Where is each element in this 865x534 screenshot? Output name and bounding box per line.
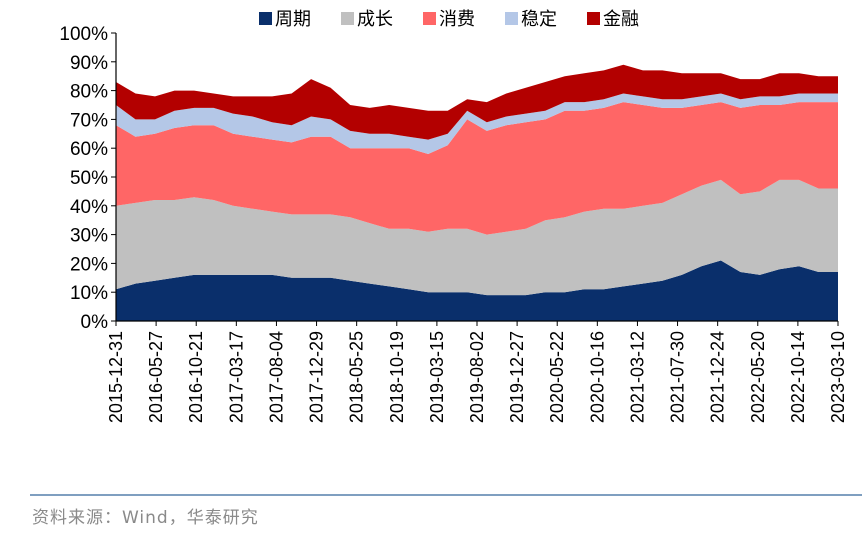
x-tick-label: 2015-12-31: [106, 331, 126, 423]
y-tick-label: 70%: [70, 110, 108, 131]
legend-swatch-3: [505, 12, 518, 25]
y-tick-label: 90%: [70, 53, 108, 74]
y-tick-label: 80%: [70, 82, 108, 103]
area-series-1: [116, 179, 838, 296]
x-tick-label: 2021-07-30: [668, 331, 688, 423]
footer-divider: [30, 494, 862, 496]
x-tick-label: 2022-05-20: [748, 331, 768, 423]
area-series-3: [116, 93, 838, 154]
x-tick-label: 2017-08-04: [266, 331, 286, 423]
x-tick-label: 2022-10-14: [788, 331, 808, 423]
legend-label-3: 稳定: [521, 9, 557, 30]
x-tick-label: 2017-03-17: [226, 331, 246, 423]
legend-swatch-4: [587, 12, 600, 25]
y-tick-label: 20%: [70, 254, 108, 275]
y-tick-label: 100%: [59, 24, 108, 45]
x-tick-label: 2018-10-19: [387, 331, 407, 423]
x-tick-label: 2021-12-24: [708, 331, 728, 423]
y-tick-label: 40%: [70, 197, 108, 218]
legend-swatch-0: [259, 12, 272, 25]
x-tick-label: 2016-10-21: [186, 331, 206, 423]
chart-areas: [116, 64, 838, 321]
x-tick-label: 2019-08-02: [467, 331, 487, 423]
legend-swatch-2: [423, 12, 436, 25]
legend-label-1: 成长: [357, 9, 393, 30]
legend-label-4: 金融: [603, 9, 639, 30]
legend-label-2: 消费: [439, 9, 475, 30]
y-tick-label: 0%: [81, 312, 109, 333]
y-tick-label: 30%: [70, 226, 108, 247]
chart-axes: 0% 10% 20% 30% 40% 50% 60% 70% 80% 90% 100% 2015-12…: [59, 24, 848, 423]
x-tick-label: 2019-03-15: [427, 331, 447, 423]
x-tick-label: 2020-05-22: [547, 331, 567, 423]
area-series-0: [116, 260, 838, 321]
y-tick-label: 50%: [70, 168, 108, 189]
y-tick-label: 60%: [70, 139, 108, 160]
area-series-4: [116, 64, 838, 140]
x-tick-label: 2023-03-10: [828, 331, 848, 423]
y-tick-label: 10%: [70, 283, 108, 304]
source-note: 资料来源：Wind，华泰研究: [32, 508, 259, 528]
chart-legend: 周期 成长 消费 稳定 金融: [259, 9, 639, 30]
area-series-2: [116, 102, 838, 235]
x-tick-label: 2021-03-12: [627, 331, 647, 423]
legend-label-0: 周期: [275, 9, 311, 30]
x-tick-label: 2017-12-29: [307, 331, 327, 423]
x-tick-label: 2020-10-16: [587, 331, 607, 423]
x-tick-label: 2018-05-25: [347, 331, 367, 423]
legend-swatch-1: [341, 12, 354, 25]
x-tick-label: 2019-12-27: [507, 331, 527, 423]
x-tick-label: 2016-05-27: [146, 331, 166, 423]
